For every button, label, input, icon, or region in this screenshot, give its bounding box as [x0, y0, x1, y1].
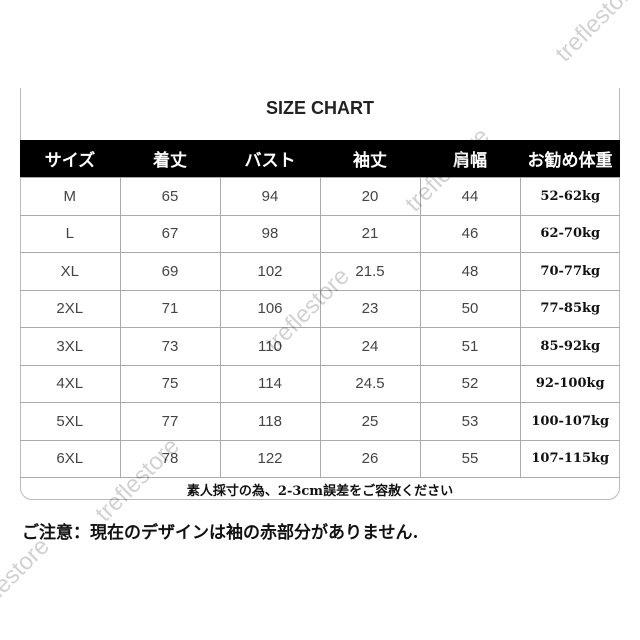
- table-cell: 77: [119, 402, 221, 441]
- table-row: 3XL 73 110 24 51 85-92kg: [20, 327, 620, 366]
- table-cell: 6XL: [20, 439, 121, 478]
- table-cell: 55: [419, 439, 521, 478]
- table-cell: M: [20, 177, 121, 216]
- column-header: 着丈: [120, 140, 220, 178]
- column-header: 肩幅: [420, 140, 520, 178]
- table-cell: 46: [419, 214, 521, 253]
- column-header: バスト: [220, 140, 320, 178]
- table-cell: 4XL: [20, 364, 121, 403]
- table-cell: 118: [219, 402, 321, 441]
- table-cell: 23: [319, 289, 421, 328]
- table-row: 6XL 78 122 26 55 107-115kg: [20, 439, 620, 478]
- table-row: 4XL 75 114 24.5 52 92-100kg: [20, 364, 620, 403]
- table-cell: 85-92kg: [519, 327, 620, 366]
- size-table: サイズ 着丈 バスト 袖丈 肩幅 お勧め体重 M 65 94 20 44 52-62kg L 67 98 2…: [20, 140, 620, 478]
- tolerance-note: 素人採寸の為、2-3cm誤差をご容赦ください: [186, 484, 454, 499]
- caution-note: ご注意：現在のデザインは袖の赤部分がありません.: [22, 523, 419, 543]
- table-cell: 70-77kg: [519, 252, 620, 291]
- table-cell: 52-62kg: [519, 177, 620, 216]
- table-row: L 67 98 21 46 62-70kg: [20, 214, 620, 253]
- table-row: 5XL 77 118 25 53 100-107kg: [20, 402, 620, 441]
- table-cell: 21: [319, 214, 421, 253]
- watermark: treflestore: [0, 532, 55, 628]
- table-row: XL 69 102 21.5 48 70-77kg: [20, 252, 620, 291]
- table-cell: 48: [419, 252, 521, 291]
- table-cell: 122: [219, 439, 321, 478]
- table-cell: 53: [419, 402, 521, 441]
- column-header: お勧め体重: [520, 140, 620, 178]
- table-cell: 65: [119, 177, 221, 216]
- table-cell: 2XL: [20, 289, 121, 328]
- table-cell: 62-70kg: [519, 214, 620, 253]
- table-cell: 24: [319, 327, 421, 366]
- table-cell: 52: [419, 364, 521, 403]
- table-row: 2XL 71 106 23 50 77-85kg: [20, 289, 620, 328]
- table-cell: 98: [219, 214, 321, 253]
- table-cell: 102: [219, 252, 321, 291]
- table-cell: 24.5: [319, 364, 421, 403]
- table-cell: 75: [119, 364, 221, 403]
- table-cell: 77-85kg: [519, 289, 620, 328]
- table-cell: 5XL: [20, 402, 121, 441]
- column-header: サイズ: [20, 140, 120, 178]
- table-cell: 69: [119, 252, 221, 291]
- table-cell: L: [20, 214, 121, 253]
- chart-title: SIZE CHART: [266, 98, 374, 118]
- table-cell: 107-115kg: [519, 439, 620, 478]
- table-cell: 94: [219, 177, 321, 216]
- table-cell: 50: [419, 289, 521, 328]
- table-cell: 3XL: [20, 327, 121, 366]
- table-cell: 73: [119, 327, 221, 366]
- table-cell: 67: [119, 214, 221, 253]
- table-cell: 51: [419, 327, 521, 366]
- table-cell: 110: [219, 327, 321, 366]
- table-cell: 71: [119, 289, 221, 328]
- table-cell: 114: [219, 364, 321, 403]
- table-cell: 92-100kg: [519, 364, 620, 403]
- table-cell: 21.5: [319, 252, 421, 291]
- table-cell: 26: [319, 439, 421, 478]
- column-header: 袖丈: [320, 140, 420, 178]
- table-cell: XL: [20, 252, 121, 291]
- table-cell: 100-107kg: [519, 402, 620, 441]
- watermark: treflestore: [550, 0, 640, 68]
- table-cell: 25: [319, 402, 421, 441]
- table-cell: 78: [119, 439, 221, 478]
- table-row: M 65 94 20 44 52-62kg: [20, 177, 620, 216]
